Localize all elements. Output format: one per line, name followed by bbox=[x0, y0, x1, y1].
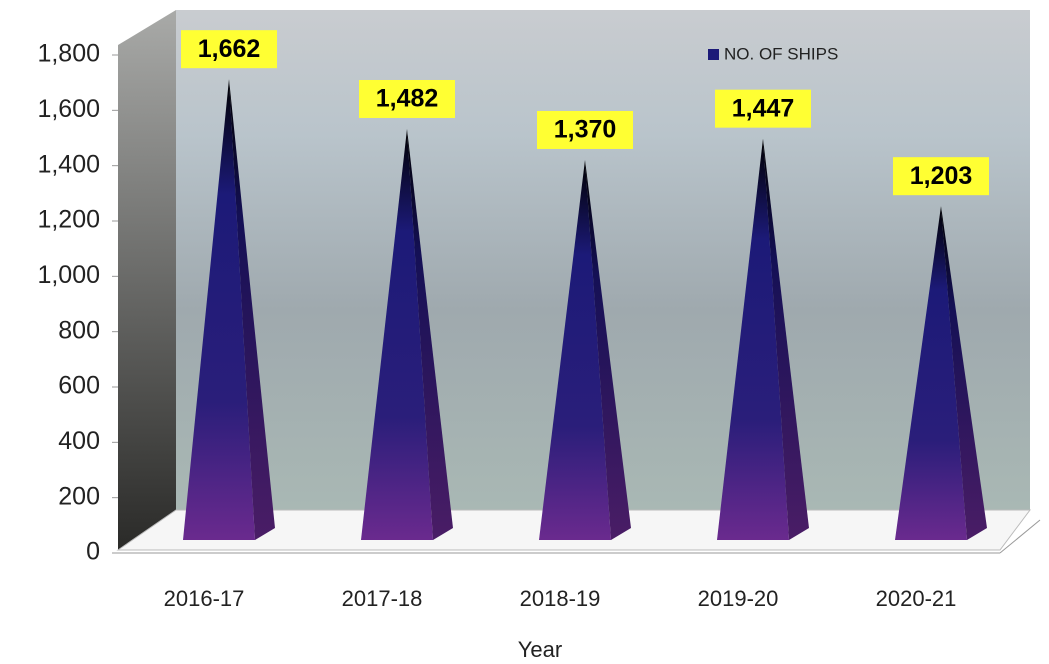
x-axis-title: Year bbox=[518, 637, 562, 662]
y-tick-label: 1,600 bbox=[37, 95, 100, 123]
value-label: 1,447 bbox=[732, 94, 795, 122]
y-tick-label: 1,000 bbox=[37, 261, 100, 289]
y-tick-label: 600 bbox=[58, 372, 100, 400]
x-tick-label: 2018-19 bbox=[520, 586, 601, 611]
value-label-box bbox=[715, 89, 811, 128]
value-label-box bbox=[893, 157, 989, 196]
y-tick-label: 800 bbox=[58, 316, 100, 344]
x-tick-label: 2016-17 bbox=[164, 586, 245, 611]
value-label-box bbox=[359, 79, 455, 118]
y-tick-label: 1,400 bbox=[37, 150, 100, 178]
value-label-box bbox=[537, 110, 633, 149]
pyramid bbox=[717, 138, 809, 540]
side-wall bbox=[118, 10, 176, 550]
pyramid bbox=[183, 79, 275, 541]
y-tick-label: 1,200 bbox=[37, 206, 100, 234]
pyramid bbox=[895, 206, 987, 541]
value-label: 1,482 bbox=[376, 85, 439, 113]
x-tick-label: 2017-18 bbox=[342, 586, 423, 611]
legend-label: NO. OF SHIPS bbox=[724, 44, 838, 63]
x-tick-label: 2020-21 bbox=[876, 586, 957, 611]
x-tick-label: 2019-20 bbox=[698, 586, 779, 611]
value-label-box bbox=[181, 30, 277, 69]
y-tick-label: 0 bbox=[86, 538, 100, 566]
legend-swatch bbox=[708, 49, 719, 60]
value-label: 1,662 bbox=[198, 35, 261, 63]
value-label: 1,203 bbox=[910, 162, 973, 190]
y-tick-label: 200 bbox=[58, 482, 100, 510]
pyramid bbox=[361, 128, 453, 541]
y-tick-label: 400 bbox=[58, 427, 100, 455]
pyramid bbox=[539, 159, 631, 540]
value-label: 1,370 bbox=[554, 116, 617, 144]
y-tick-label: 1,800 bbox=[37, 40, 100, 68]
axis-line bbox=[999, 519, 1041, 554]
